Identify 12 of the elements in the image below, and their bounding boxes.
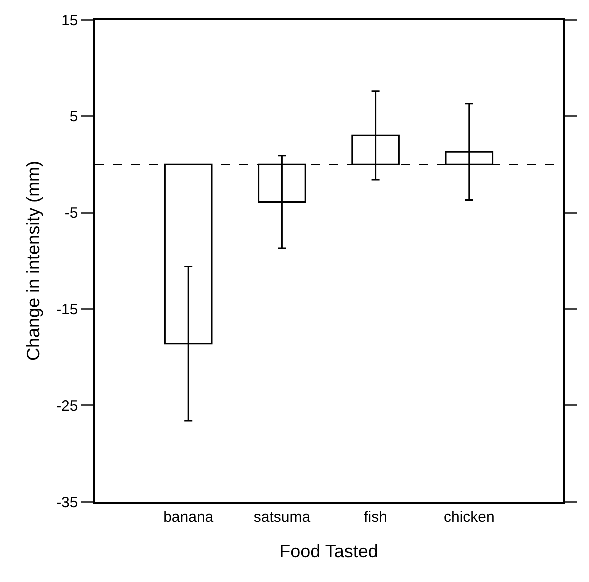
y-tick-label: -5 <box>64 205 78 222</box>
y-tick-label: 5 <box>70 108 78 126</box>
y-tick-label: -35 <box>56 494 78 512</box>
x-tick-label: satsuma <box>254 508 312 526</box>
y-tick-label: -25 <box>56 398 78 415</box>
x-tick-label: chicken <box>444 508 495 526</box>
y-tick-label: -15 <box>56 301 78 318</box>
x-tick-label: fish <box>364 508 388 526</box>
x-axis-title: Food Tasted <box>280 541 378 562</box>
y-tick-label: 15 <box>62 12 78 30</box>
x-tick-label: banana <box>164 508 214 526</box>
y-axis-title: Change in intensity (mm) <box>23 160 44 362</box>
